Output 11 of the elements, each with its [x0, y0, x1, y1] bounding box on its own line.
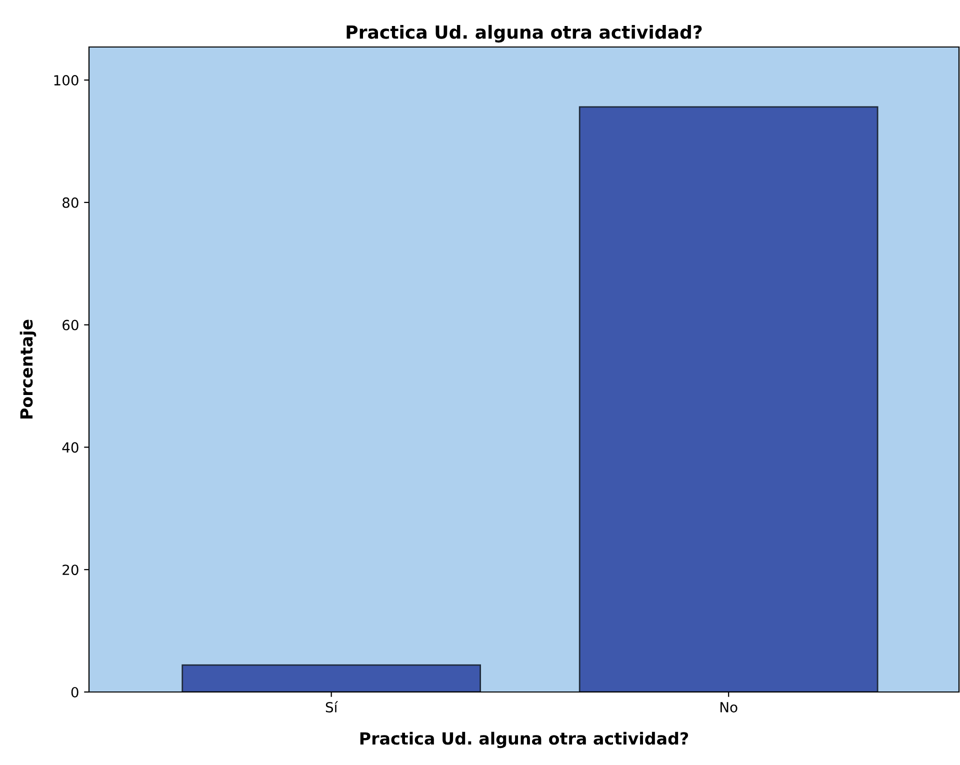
y-tick-label: 80	[62, 197, 78, 208]
y-axis-title: Porcentaje	[20, 320, 36, 419]
y-tick-label: 0	[71, 686, 78, 698]
x-axis-title: Practica Ud. alguna otra actividad?	[360, 732, 688, 748]
chart-title: Practica Ud. alguna otra actividad?	[346, 24, 702, 43]
y-tick-label: 100	[54, 75, 78, 86]
y-tick-label: 60	[62, 320, 78, 330]
x-tick-label: No	[720, 702, 738, 712]
y-tick-label: 40	[62, 442, 78, 453]
y-tick-label: 20	[62, 564, 78, 576]
x-tick-label: Sí	[326, 701, 338, 712]
